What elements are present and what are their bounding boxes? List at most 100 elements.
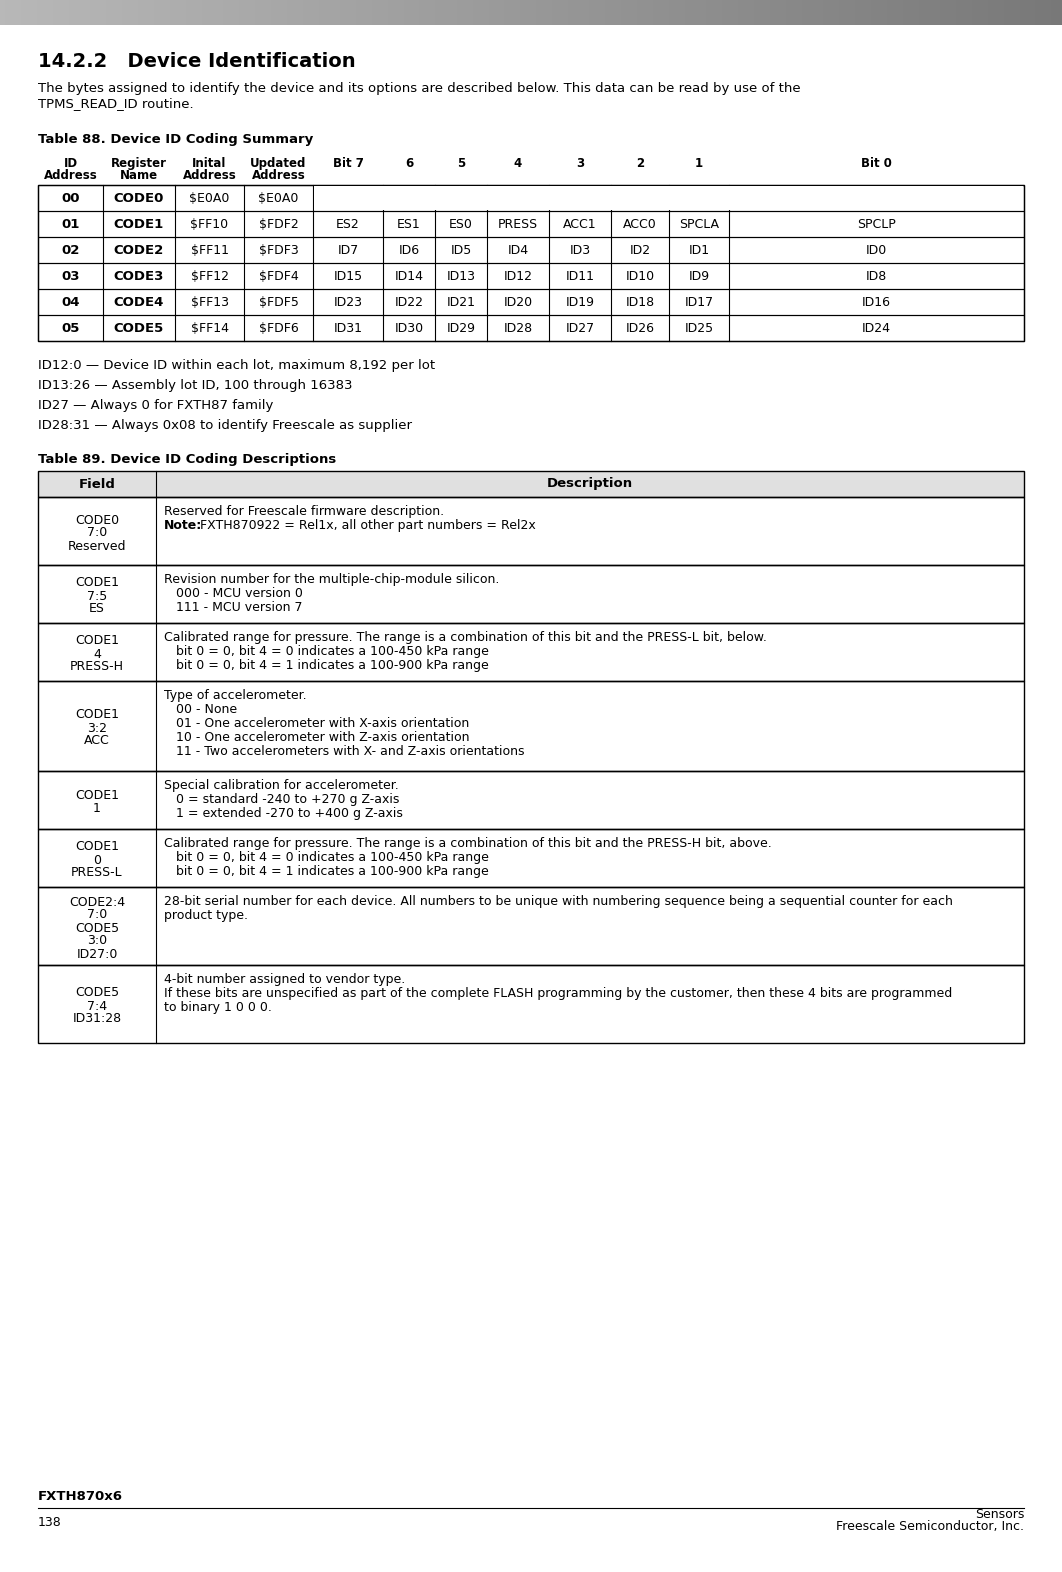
Bar — [159, 0, 166, 25]
Text: Freescale Semiconductor, Inc.: Freescale Semiconductor, Inc. — [836, 1520, 1024, 1533]
Text: 28-bit serial number for each device. All numbers to be unique with numbering se: 28-bit serial number for each device. Al… — [164, 894, 953, 909]
Bar — [38, 289, 1024, 314]
Text: 4: 4 — [514, 157, 523, 170]
Bar — [876, 0, 883, 25]
Bar — [791, 0, 798, 25]
Bar — [818, 0, 824, 25]
Bar — [510, 0, 516, 25]
Text: ACC1: ACC1 — [563, 217, 597, 231]
Text: 5: 5 — [457, 157, 465, 170]
Bar — [855, 0, 861, 25]
Bar — [313, 185, 1024, 211]
Bar — [345, 0, 352, 25]
Bar — [1020, 0, 1026, 25]
Bar — [239, 0, 245, 25]
Bar — [96, 0, 102, 25]
Bar — [324, 0, 330, 25]
Bar — [866, 0, 872, 25]
Bar — [260, 0, 267, 25]
Bar — [935, 0, 941, 25]
Text: 00: 00 — [62, 192, 80, 204]
Bar — [117, 0, 123, 25]
Text: 11 - Two accelerometers with X- and Z-axis orientations: 11 - Two accelerometers with X- and Z-ax… — [164, 745, 525, 758]
Text: CODE1: CODE1 — [75, 841, 119, 854]
Bar — [38, 237, 1024, 263]
Bar — [812, 0, 819, 25]
Text: CODE1: CODE1 — [75, 577, 119, 590]
Bar — [340, 0, 346, 25]
Text: bit 0 = 0, bit 4 = 1 indicates a 100-900 kPa range: bit 0 = 0, bit 4 = 1 indicates a 100-900… — [164, 865, 489, 879]
Bar — [573, 0, 580, 25]
Bar — [844, 0, 851, 25]
Bar — [16, 0, 22, 25]
Bar — [143, 0, 150, 25]
Bar — [972, 0, 978, 25]
Bar — [335, 0, 341, 25]
Bar — [871, 0, 877, 25]
Text: 4: 4 — [93, 648, 101, 660]
Text: 10 - One accelerometer with Z-axis orientation: 10 - One accelerometer with Z-axis orien… — [164, 731, 469, 744]
Text: ID13:26 — Assembly lot ID, 100 through 16383: ID13:26 — Assembly lot ID, 100 through 1… — [38, 379, 353, 391]
Bar — [38, 314, 1024, 341]
Text: 2: 2 — [636, 157, 644, 170]
Text: ID10: ID10 — [626, 269, 654, 283]
Text: Updated: Updated — [251, 157, 307, 170]
Text: 3:2: 3:2 — [87, 722, 107, 734]
Bar — [807, 0, 813, 25]
Bar — [595, 0, 601, 25]
Bar — [717, 0, 723, 25]
Bar — [38, 211, 1024, 237]
Text: 02: 02 — [62, 244, 80, 256]
Bar — [234, 0, 240, 25]
Bar — [945, 0, 952, 25]
Bar — [38, 472, 1024, 497]
Bar — [658, 0, 665, 25]
Text: 0 = standard -240 to +270 g Z-axis: 0 = standard -240 to +270 g Z-axis — [164, 792, 399, 806]
Text: $FF11: $FF11 — [190, 244, 228, 256]
Bar — [913, 0, 920, 25]
Text: $FDF4: $FDF4 — [259, 269, 298, 283]
Bar — [5, 0, 12, 25]
Bar — [563, 0, 569, 25]
Bar — [27, 0, 33, 25]
Text: CODE3: CODE3 — [114, 269, 165, 283]
Text: 1: 1 — [93, 802, 101, 814]
Bar — [473, 0, 479, 25]
Bar — [998, 0, 1005, 25]
Text: Reserved: Reserved — [68, 539, 126, 552]
Bar — [430, 0, 436, 25]
Text: Calibrated range for pressure. The range is a combination of this bit and the PR: Calibrated range for pressure. The range… — [164, 630, 767, 645]
Bar — [988, 0, 994, 25]
Bar — [38, 497, 1024, 564]
Bar — [250, 0, 256, 25]
Text: ID21: ID21 — [446, 296, 476, 308]
Text: 1 = extended -270 to +400 g Z-axis: 1 = extended -270 to +400 g Z-axis — [164, 806, 402, 821]
Text: 03: 03 — [62, 269, 80, 283]
Bar — [133, 0, 139, 25]
Bar — [685, 0, 691, 25]
Text: ES0: ES0 — [449, 217, 473, 231]
Bar — [165, 0, 171, 25]
Bar — [1009, 0, 1015, 25]
Text: $FDF3: $FDF3 — [259, 244, 298, 256]
Bar — [712, 0, 718, 25]
Bar — [38, 770, 1024, 828]
Bar — [271, 0, 277, 25]
Bar — [754, 0, 760, 25]
Bar — [749, 0, 755, 25]
Text: 6: 6 — [405, 157, 413, 170]
Text: Description: Description — [547, 478, 633, 490]
Text: CODE1: CODE1 — [75, 709, 119, 722]
Bar — [435, 0, 442, 25]
Bar — [196, 0, 203, 25]
Text: ID5: ID5 — [450, 244, 472, 256]
Bar — [202, 0, 208, 25]
Bar — [823, 0, 829, 25]
Text: ID12: ID12 — [503, 269, 532, 283]
Text: FXTH870922 = Rel1x, all other part numbers = Rel2x: FXTH870922 = Rel1x, all other part numbe… — [200, 519, 535, 531]
Bar — [1004, 0, 1010, 25]
Bar — [637, 0, 644, 25]
Bar — [919, 0, 925, 25]
Bar — [462, 0, 468, 25]
Text: ID2: ID2 — [630, 244, 651, 256]
